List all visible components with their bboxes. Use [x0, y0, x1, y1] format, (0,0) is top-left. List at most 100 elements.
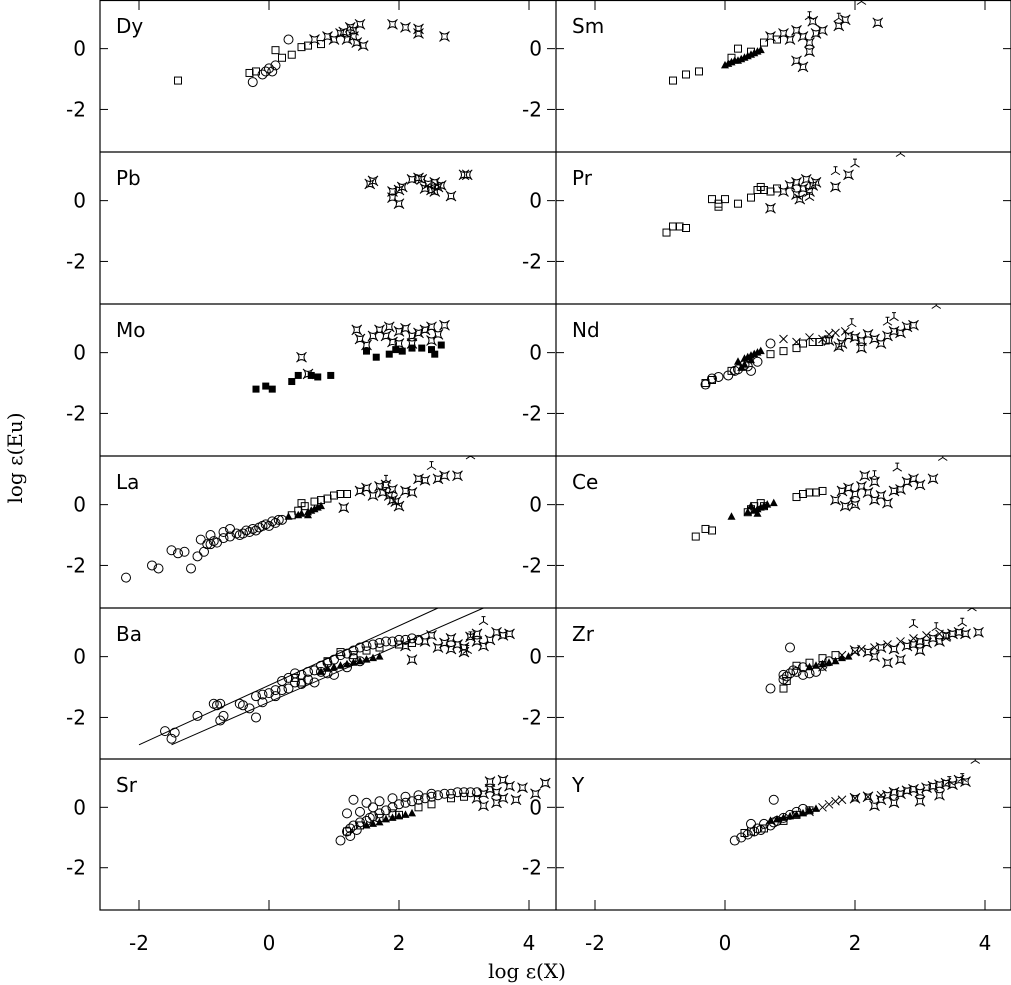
data-point: [390, 496, 402, 507]
x-tick-label: 0: [719, 931, 732, 955]
y-tick-label: -2: [66, 97, 86, 121]
data-point: [395, 811, 403, 820]
data-point: [426, 184, 437, 196]
data-point: [362, 646, 371, 655]
data-point: [452, 470, 463, 482]
series-open-square: [343, 792, 468, 836]
data-point: [393, 500, 405, 512]
data-point: [765, 683, 776, 694]
data-point: [844, 652, 853, 660]
data-point: [862, 646, 874, 658]
panel-zr: Zr 0 -2: [522, 608, 1011, 729]
data-point: [329, 669, 339, 680]
data-point: [941, 632, 951, 642]
series-star: [849, 774, 971, 812]
data-point: [734, 199, 742, 208]
data-point: [927, 633, 939, 644]
data-point: [426, 461, 437, 471]
data-point: [484, 783, 496, 795]
data-point: [302, 368, 314, 380]
data-point: [895, 327, 906, 339]
series-open-square: [701, 336, 830, 388]
data-point: [355, 817, 365, 828]
data-point: [225, 523, 235, 534]
data-point: [273, 514, 284, 525]
data-point: [426, 629, 437, 641]
data-point: [869, 800, 880, 812]
data-point: [381, 474, 391, 484]
data-point: [478, 640, 489, 652]
data-point: [908, 783, 919, 795]
data-point: [284, 512, 293, 520]
data-point: [354, 485, 366, 497]
data-point: [908, 619, 919, 629]
data-point: [393, 325, 405, 337]
data-point: [251, 712, 261, 723]
data-point: [322, 31, 333, 42]
data-point: [921, 782, 932, 794]
panel-ba: Ba 0 -2: [66, 607, 555, 746]
data-point: [869, 333, 880, 345]
data-point: [257, 697, 268, 708]
data-point: [714, 202, 723, 211]
panel-nd: Nd 0 -2: [522, 304, 1011, 425]
y-tick-label: 0: [73, 37, 86, 61]
data-point: [461, 169, 473, 181]
data-point: [355, 806, 365, 817]
data-point: [335, 28, 346, 39]
data-point: [387, 18, 398, 30]
data-point: [270, 517, 281, 528]
data-point: [406, 487, 418, 498]
data-point: [889, 312, 899, 322]
data-point: [349, 658, 358, 666]
data-point: [215, 698, 226, 709]
series-star: [765, 14, 884, 73]
data-point: [840, 327, 850, 336]
data-point: [192, 710, 203, 721]
data-point: [290, 677, 300, 688]
data-point: [818, 486, 827, 495]
data-point: [749, 826, 760, 837]
data-point: [283, 34, 294, 45]
data-point: [472, 787, 482, 798]
data-point: [356, 821, 364, 830]
panel-label: La: [116, 470, 139, 494]
data-point: [682, 224, 690, 232]
panel-label: Dy: [116, 14, 143, 38]
data-point: [756, 346, 765, 355]
data-point: [428, 346, 435, 354]
data-point: [805, 807, 814, 817]
data-point: [419, 636, 431, 647]
data-point: [837, 795, 847, 805]
data-point: [708, 526, 716, 535]
data-point: [825, 658, 833, 666]
data-point: [805, 805, 814, 814]
data-point: [784, 34, 796, 45]
series-tripod: [804, 152, 906, 202]
data-point: [393, 338, 405, 349]
y-tick-label: 0: [529, 37, 542, 61]
data-point: [348, 25, 359, 36]
series-tripod: [381, 456, 476, 484]
data-point: [792, 344, 801, 353]
data-point: [465, 456, 476, 460]
data-point: [218, 527, 229, 537]
data-point: [375, 817, 384, 826]
data-point: [195, 534, 206, 545]
data-point: [367, 330, 379, 342]
data-point: [348, 794, 359, 805]
data-point: [708, 376, 716, 384]
data-point: [830, 166, 841, 176]
data-point: [807, 180, 819, 191]
data-point: [484, 776, 496, 788]
data-point: [849, 499, 861, 511]
data-point: [419, 474, 431, 486]
panel-label: Pb: [116, 166, 141, 190]
y-tick-label: -2: [66, 856, 86, 880]
data-point: [747, 193, 755, 202]
data-point: [708, 195, 716, 204]
data-point: [439, 470, 450, 482]
y-tick-label: -2: [522, 705, 542, 729]
data-point: [303, 666, 313, 677]
data-point: [805, 333, 814, 342]
